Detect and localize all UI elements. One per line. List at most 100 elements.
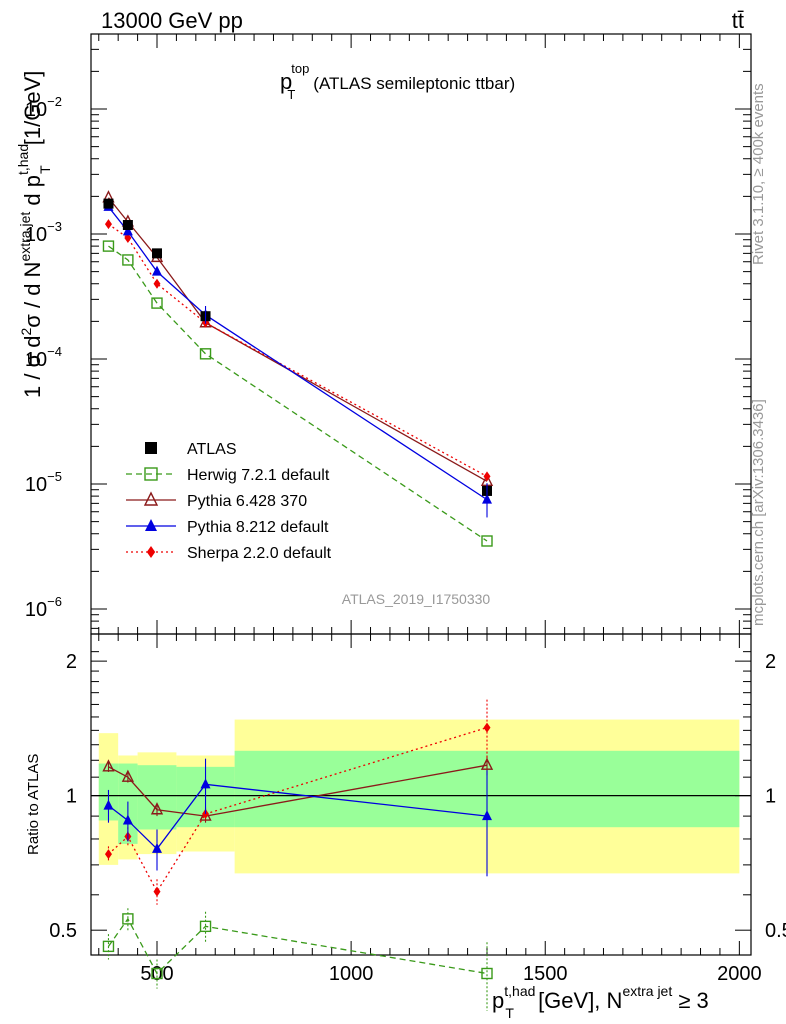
ylabel-d: extra jet: [17, 212, 33, 262]
x-tick-label-1000: 1000: [329, 963, 374, 985]
legend-item-2: Pythia 6.428 370: [126, 491, 307, 510]
ratio-point-3-1: [122, 814, 133, 825]
y-tick-label--5: 10−5: [25, 469, 62, 496]
series-line-main-4: [108, 223, 488, 477]
legend-item-0: ATLAS: [145, 441, 237, 458]
analysis-watermark: ATLAS_2019_I1750330: [342, 591, 491, 607]
main-point-1-3: [199, 348, 212, 360]
series-1: [102, 240, 493, 1011]
series-line-main-1: [108, 245, 488, 542]
ratio-point-1-0: [102, 940, 115, 953]
y-tick-exp: −3: [47, 219, 62, 234]
legend: ATLAS Herwig 7.2.1 default Pythia 6.428 37…: [126, 441, 332, 562]
header-left: 13000 GeV pp: [101, 8, 243, 33]
title-sub: T: [287, 87, 295, 102]
legend-label-2: Pythia 6.428 370: [187, 493, 307, 510]
side-text-rivet: Rivet 3.1.10, ≥ 400k events: [750, 83, 767, 265]
ratio-point-1-2: [151, 967, 163, 980]
y-tick-exp: −6: [47, 594, 62, 609]
ratio-tick-label-right-0.5: 0.5: [765, 920, 786, 942]
ratio-uncertainty-bands: [98, 719, 740, 874]
ratio-point-4-2: [153, 886, 161, 897]
legend-item-3: Pythia 8.212 default: [126, 519, 329, 536]
ylabel-b: 2: [18, 328, 34, 336]
ylabel-g: T: [37, 165, 53, 174]
y-tick-label--3: 10−3: [25, 219, 62, 246]
main-point-0-1: [122, 220, 133, 231]
data-series: [102, 190, 494, 1011]
main-point-3-1: [122, 225, 133, 236]
series-line-main-3: [107, 206, 488, 501]
title-p: p: [280, 69, 292, 94]
legend-label-3: Pythia 8.212 default: [187, 519, 329, 536]
header-right: tt̄: [732, 8, 744, 33]
ratio-point-1-1: [122, 913, 134, 925]
legend-marker-2: [143, 491, 159, 506]
legend-marker-1: [144, 467, 158, 481]
ratio-point-2-4: [480, 757, 494, 770]
main-point-1-1: [122, 254, 134, 266]
band-green-2: [137, 765, 177, 830]
y-tick-exp: −4: [47, 344, 62, 359]
y-tick-base: 10: [25, 224, 47, 246]
ratio-tick-label-left-2: 2: [66, 651, 77, 673]
ratio-tick-label-right-1: 1: [765, 786, 776, 808]
ylabel-c: σ / d N: [20, 262, 45, 328]
ratio-y-label: Ratio to ATLAS: [25, 754, 42, 855]
ratio-tick-label-left-0.5: 0.5: [49, 920, 77, 942]
ratio-point-3-0: [103, 799, 114, 810]
legend-label-0: ATLAS: [187, 441, 237, 458]
y-tick-label--6: 10−6: [25, 594, 62, 621]
title-sup: top: [291, 61, 309, 76]
series-0: [103, 198, 492, 500]
ratio-point-2-2: [150, 802, 164, 815]
series-line-main-2: [107, 197, 488, 482]
ylabel-f: t,had: [15, 144, 31, 175]
main-point-1-2: [151, 297, 163, 309]
ratio-point-2-0: [102, 759, 115, 772]
x-axis-label: pt,had T [GeV], Nextra jet ≥ 3: [492, 983, 709, 1021]
y-tick-base: 10: [25, 474, 47, 496]
main-point-3-2: [152, 265, 162, 276]
main-y-label: 1 / σ d2σ / d Nextra jet d pt,had T [1/Ge…: [15, 71, 53, 398]
series-line-ratio-1: [107, 917, 488, 975]
main-point-1-0: [102, 240, 115, 252]
y-tick-base: 10: [25, 349, 47, 371]
xlabel-c: T: [505, 1005, 514, 1021]
ylabel-h: [1/GeV]: [20, 71, 45, 152]
y-tick-base: 10: [25, 599, 47, 621]
ratio-point-3-2: [152, 842, 162, 853]
ratio-panel-frame: [90, 633, 752, 956]
ylabel-a: 1 / σ d: [20, 336, 45, 399]
main-point-4-0: [104, 219, 112, 230]
legend-marker-0: [145, 442, 157, 454]
ratio-point-1-4: [481, 967, 493, 980]
x-tick-label-2000: 2000: [717, 963, 762, 985]
xlabel-f: ≥ 3: [672, 988, 709, 1013]
ylabel-e: d p: [20, 175, 45, 212]
legend-item-1: Herwig 7.2.1 default: [126, 467, 330, 484]
main-point-4-1: [124, 232, 132, 243]
main-point-4-2: [153, 278, 161, 289]
side-text-mcplots: mcplots.cern.ch [arXiv:1306.3436]: [750, 399, 767, 626]
ratio-point-2-1: [121, 769, 135, 782]
plot-title: ptop T (ATLAS semileptonic ttbar): [280, 61, 515, 102]
ratio-point-3-4: [482, 810, 492, 821]
ratio-point-4-4: [483, 722, 491, 733]
legend-marker-4: [146, 546, 156, 558]
y-tick-exp: −2: [47, 94, 62, 109]
legend-item-4: Sherpa 2.2.0 default: [126, 545, 332, 562]
y-tick-label--2: 10−2: [25, 94, 62, 121]
legend-label-4: Sherpa 2.2.0 default: [187, 545, 332, 562]
xlabel-d: [GeV], N: [532, 988, 622, 1013]
main-point-1-4: [481, 535, 493, 547]
ratio-point-3-3: [200, 778, 211, 789]
ratio-point-1-3: [199, 920, 212, 933]
xlabel-b: t,had: [504, 983, 535, 999]
y-tick-exp: −5: [47, 469, 62, 484]
xlabel-e: extra jet: [622, 983, 672, 999]
ratio-tick-label-left-1: 1: [66, 786, 77, 808]
main-point-4-4: [483, 471, 491, 482]
